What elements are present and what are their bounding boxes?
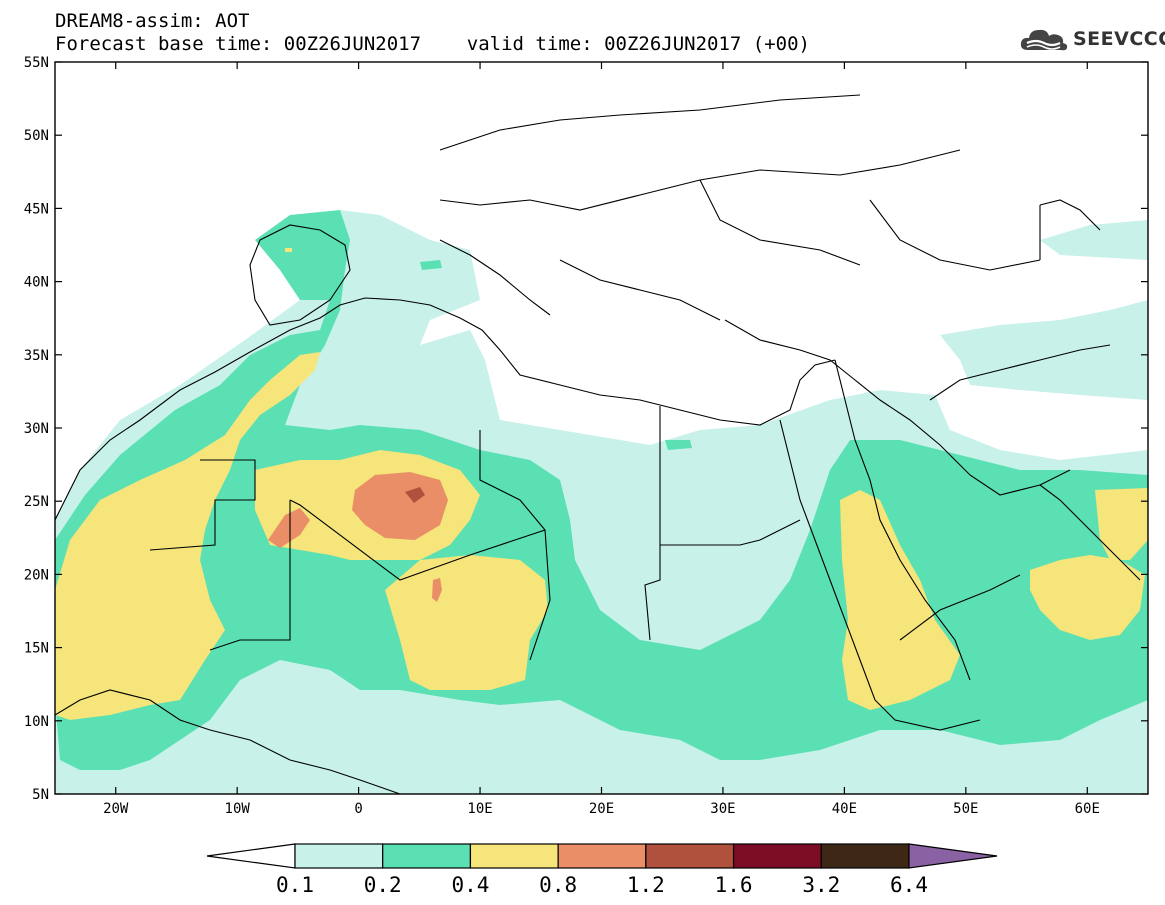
logo-text: SEEVCCC: [1073, 28, 1165, 50]
latitude-axis: 55N 50N 45N 40N 35N 30N 25N 20N 15N 10N 5N: [24, 55, 1148, 803]
colorbar-swatch: [732, 843, 822, 869]
colorbar-swatch: [557, 843, 647, 869]
colorbar-label: 6.4: [890, 873, 928, 897]
forecast-time-label: Forecast base time: 00Z26JUN2017 valid t…: [55, 33, 810, 55]
lat-tick-label: 10N: [24, 714, 49, 730]
lon-tick-label: 10W: [225, 801, 251, 817]
map-title: DREAM8-assim: AOT: [55, 10, 250, 32]
lon-tick-label: 60E: [1075, 801, 1100, 817]
lat-tick-label: 55N: [24, 55, 49, 71]
colorbar-swatch: [294, 843, 384, 869]
colorbar-swatch: [820, 843, 910, 869]
lat-tick-label: 25N: [24, 494, 49, 510]
coastlines: [55, 94, 1141, 794]
lat-tick-label: 45N: [24, 201, 49, 217]
lat-tick-label: 30N: [24, 421, 49, 437]
colorbar-swatch: [382, 843, 472, 869]
lat-tick-label: 5N: [32, 787, 49, 803]
colorbar-label: 1.2: [627, 873, 665, 897]
lat-tick-label: 20N: [24, 567, 49, 583]
colorbar-under-arrow: [206, 843, 296, 869]
aot-level-0-8: [268, 472, 448, 602]
colorbar-label: 0.1: [276, 873, 314, 897]
colorbar-label: 3.2: [802, 873, 840, 897]
lon-tick-label: 20W: [103, 801, 129, 817]
lon-tick-label: 20E: [589, 801, 614, 817]
lat-tick-label: 40N: [24, 275, 49, 291]
lon-tick-label: 50E: [953, 801, 978, 817]
lon-tick-label: 0: [354, 801, 362, 817]
longitude-axis: 20W 10W 0 10E 20E 30E 40E 50E 60E: [103, 62, 1100, 817]
colorbar-label: 0.8: [539, 873, 577, 897]
lon-tick-label: 10E: [467, 801, 492, 817]
aot-level-0-4: [55, 248, 1148, 720]
colorbar-label: 0.2: [364, 873, 402, 897]
lat-tick-label: 50N: [24, 128, 49, 144]
lat-tick-label: 35N: [24, 348, 49, 364]
colorbar-over-arrow: [908, 843, 998, 869]
colorbar-label: 1.6: [715, 873, 753, 897]
colorbar-swatch: [645, 843, 735, 869]
seevccc-logo: SEEVCCC: [1018, 24, 1165, 56]
aot-level-1-2: [405, 487, 425, 503]
lon-tick-label: 40E: [832, 801, 857, 817]
aot-shading: [55, 210, 1148, 794]
lat-tick-label: 15N: [24, 641, 49, 657]
colorbar-swatch: [469, 843, 559, 869]
colorbar-label: 0.4: [451, 873, 489, 897]
lon-tick-label: 30E: [710, 801, 735, 817]
cloud-icon: [1020, 29, 1068, 51]
